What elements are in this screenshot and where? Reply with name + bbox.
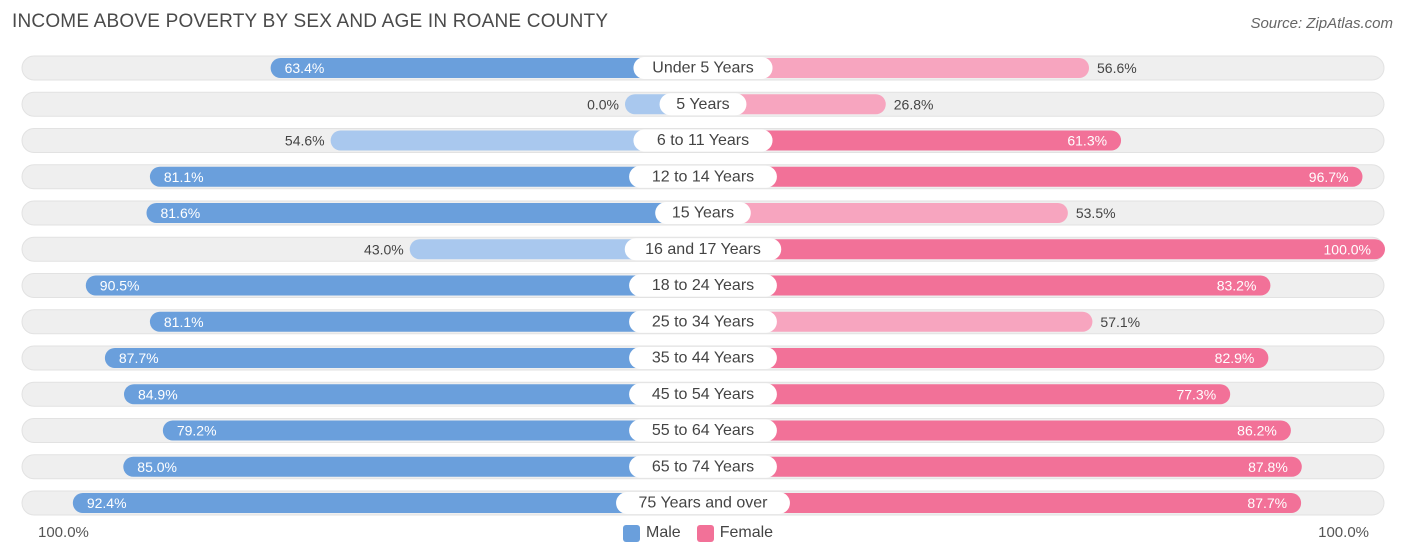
bar-male (72, 493, 703, 513)
bar-male (104, 348, 704, 368)
value-label-male: 81.1% (164, 169, 204, 185)
category-pill (629, 310, 777, 333)
category-label: Under 5 Years (652, 60, 753, 77)
category-label: 15 Years (672, 205, 734, 222)
category-pill (655, 202, 751, 224)
legend-swatch-female (696, 524, 714, 542)
category-label: 16 and 17 Years (645, 241, 761, 258)
category-label: 35 to 44 Years (652, 350, 754, 367)
value-label-female: 87.8% (1248, 459, 1288, 475)
category-label: 75 Years and over (639, 495, 769, 512)
value-label-male: 63.4% (285, 60, 325, 76)
category-pill (659, 93, 747, 116)
bar-female (703, 166, 1363, 187)
axis-right-label: 100.0% (1318, 524, 1369, 541)
value-label-female: 57.1% (1100, 314, 1140, 330)
chart-title: INCOME ABOVE POVERTY BY SEX AND AGE IN R… (12, 11, 609, 32)
value-label-female: 100.0% (1324, 241, 1371, 257)
value-label-female: 53.5% (1076, 205, 1116, 221)
value-label-male: 87.7% (119, 350, 159, 366)
category-label: 55 to 64 Years (652, 422, 754, 439)
category-pill (624, 238, 782, 261)
bar-female (703, 203, 1068, 223)
bar-female (703, 239, 1385, 260)
category-pill (629, 274, 777, 297)
bar-male (123, 384, 704, 405)
bar-male (123, 456, 704, 477)
bar-female (703, 420, 1291, 441)
legend-label-male: Male (646, 524, 681, 541)
value-label-male: 54.6% (285, 133, 325, 149)
category-label: 45 to 54 Years (652, 386, 754, 403)
bar-male (146, 203, 703, 223)
bar-female (703, 130, 1122, 151)
category-label: 25 to 34 Years (652, 313, 754, 330)
category-label: 6 to 11 Years (657, 132, 749, 149)
category-pill (629, 419, 777, 442)
bar-female (703, 58, 1090, 78)
chart-area: 63.4% 56.6% Under 5 Years 0.0% 26.8% 5 Years 5… (21, 55, 1385, 516)
category-pill (629, 383, 777, 406)
category-pill (629, 455, 777, 478)
value-label-male: 84.9% (138, 386, 178, 402)
value-label-male: 79.2% (177, 423, 217, 439)
value-label-female: 77.3% (1176, 386, 1216, 402)
bar-female (703, 311, 1093, 332)
value-label-male: 90.5% (100, 278, 140, 294)
value-label-male: 81.1% (164, 314, 204, 330)
value-label-male: 92.4% (87, 495, 127, 511)
value-label-male: 43.0% (364, 241, 404, 257)
category-pill (629, 347, 777, 369)
value-label-female: 87.7% (1247, 495, 1287, 511)
bar-male (149, 166, 703, 187)
bar-male (270, 58, 703, 78)
value-label-female: 26.8% (894, 96, 934, 112)
bar-male (85, 275, 704, 296)
bar-female (703, 384, 1231, 405)
bar-female (703, 456, 1302, 477)
bar-male (162, 420, 703, 441)
value-label-female: 61.3% (1067, 133, 1107, 149)
legend-label-female: Female (719, 524, 774, 541)
category-label: 18 to 24 Years (652, 277, 754, 294)
legend: Male Female (623, 524, 789, 542)
category-pill (633, 57, 773, 79)
category-pill (616, 492, 790, 514)
value-label-female: 82.9% (1215, 350, 1255, 366)
legend-item-female[interactable]: Female (696, 524, 774, 542)
value-label-female: 56.6% (1097, 60, 1137, 76)
category-label: 5 Years (676, 96, 729, 113)
axis-left-label: 100.0% (38, 524, 89, 541)
category-label: 65 to 74 Years (652, 458, 754, 475)
source-label: Source: ZipAtlas.com (1250, 15, 1393, 32)
category-label: 12 to 14 Years (652, 168, 754, 185)
value-label-male: 85.0% (137, 459, 177, 475)
bar-female (703, 493, 1302, 513)
bar-male (149, 311, 703, 332)
bar-female (703, 348, 1269, 368)
legend-item-male[interactable]: Male (623, 524, 681, 542)
value-label-male: 0.0% (587, 96, 619, 112)
value-label-male: 81.6% (160, 205, 200, 221)
value-label-female: 83.2% (1217, 278, 1257, 294)
value-label-female: 96.7% (1309, 169, 1349, 185)
bar-male (330, 130, 703, 151)
bar-female (703, 275, 1271, 296)
category-pill (633, 129, 773, 152)
bar-female (703, 94, 886, 115)
legend-swatch-male (623, 524, 640, 542)
category-pill (629, 165, 777, 188)
value-label-female: 86.2% (1237, 423, 1277, 439)
